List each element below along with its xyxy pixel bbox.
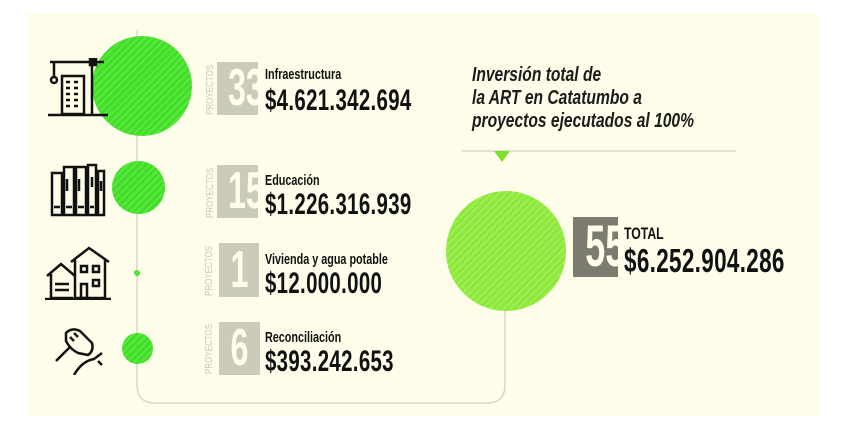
title-line: la ART en Catatumbo a [472, 87, 642, 109]
category-amount: $393.242.653 [265, 345, 394, 378]
bubble-vivienda [134, 270, 140, 276]
category-amount: $12.000.000 [265, 267, 383, 300]
books-icon [50, 163, 106, 217]
project-count-box: 1 [219, 243, 259, 297]
projects-label: PROYECTOS [204, 245, 215, 296]
infographic-title: Inversión total de la ART en Catatumbo a… [472, 64, 694, 133]
category-name: Infraestructura [265, 66, 342, 83]
construction-crane-icon [48, 58, 108, 117]
bubble-infraestructura [92, 36, 192, 136]
projects-label: PROYECTOS [205, 167, 216, 218]
category-amount: $4.621.342.694 [265, 84, 412, 117]
total-count-box: 55 [573, 217, 618, 277]
house-icon [45, 246, 111, 300]
project-count-box: 6 [219, 322, 260, 375]
total-amount: $6.252.904.286 [624, 242, 785, 279]
projects-label: PROYECTOS [205, 64, 216, 115]
pointer-triangle-icon [494, 151, 510, 162]
total-label: TOTAL [624, 224, 664, 243]
projects-label: PROYECTOS [204, 323, 215, 374]
project-count-box: 15 [217, 165, 258, 218]
category-amount: $1.226.316.939 [265, 188, 412, 221]
category-name: Educación [265, 172, 320, 189]
project-count-box: 33 [217, 62, 258, 115]
title-line: proyectos ejecutados al 100% [472, 110, 694, 132]
category-name: Reconciliación [265, 329, 342, 346]
bubble-total [446, 191, 566, 311]
handshake-icon [55, 328, 103, 375]
bubble-educacion [112, 161, 165, 214]
bubble-reconciliacion [122, 333, 153, 364]
category-name: Vivienda y agua potable [265, 251, 388, 268]
title-line: Inversión total de [472, 64, 602, 86]
